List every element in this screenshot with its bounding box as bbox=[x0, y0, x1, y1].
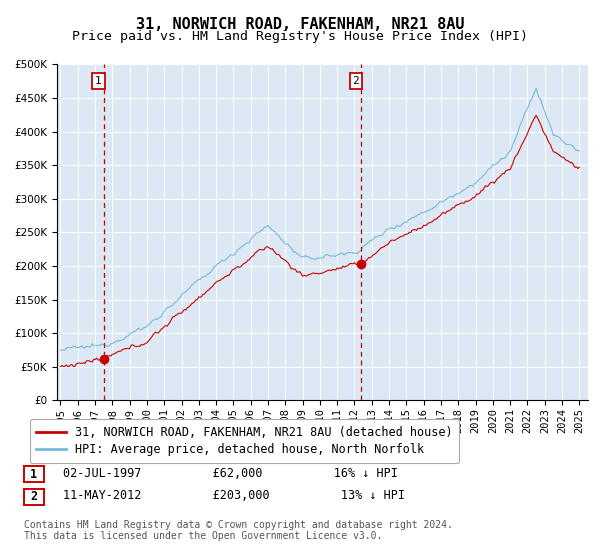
Text: 2: 2 bbox=[352, 76, 359, 86]
Text: Price paid vs. HM Land Registry's House Price Index (HPI): Price paid vs. HM Land Registry's House … bbox=[72, 30, 528, 43]
Text: Contains HM Land Registry data © Crown copyright and database right 2024.
This d: Contains HM Land Registry data © Crown c… bbox=[24, 520, 453, 542]
Text: 11-MAY-2012          £203,000          13% ↓ HPI: 11-MAY-2012 £203,000 13% ↓ HPI bbox=[63, 489, 405, 502]
Text: 02-JUL-1997          £62,000          16% ↓ HPI: 02-JUL-1997 £62,000 16% ↓ HPI bbox=[63, 466, 398, 480]
Text: 2: 2 bbox=[31, 490, 37, 503]
Text: 1: 1 bbox=[95, 76, 102, 86]
Text: 1: 1 bbox=[31, 468, 37, 481]
Legend: 31, NORWICH ROAD, FAKENHAM, NR21 8AU (detached house), HPI: Average price, detac: 31, NORWICH ROAD, FAKENHAM, NR21 8AU (de… bbox=[30, 419, 460, 463]
Text: 31, NORWICH ROAD, FAKENHAM, NR21 8AU: 31, NORWICH ROAD, FAKENHAM, NR21 8AU bbox=[136, 17, 464, 32]
